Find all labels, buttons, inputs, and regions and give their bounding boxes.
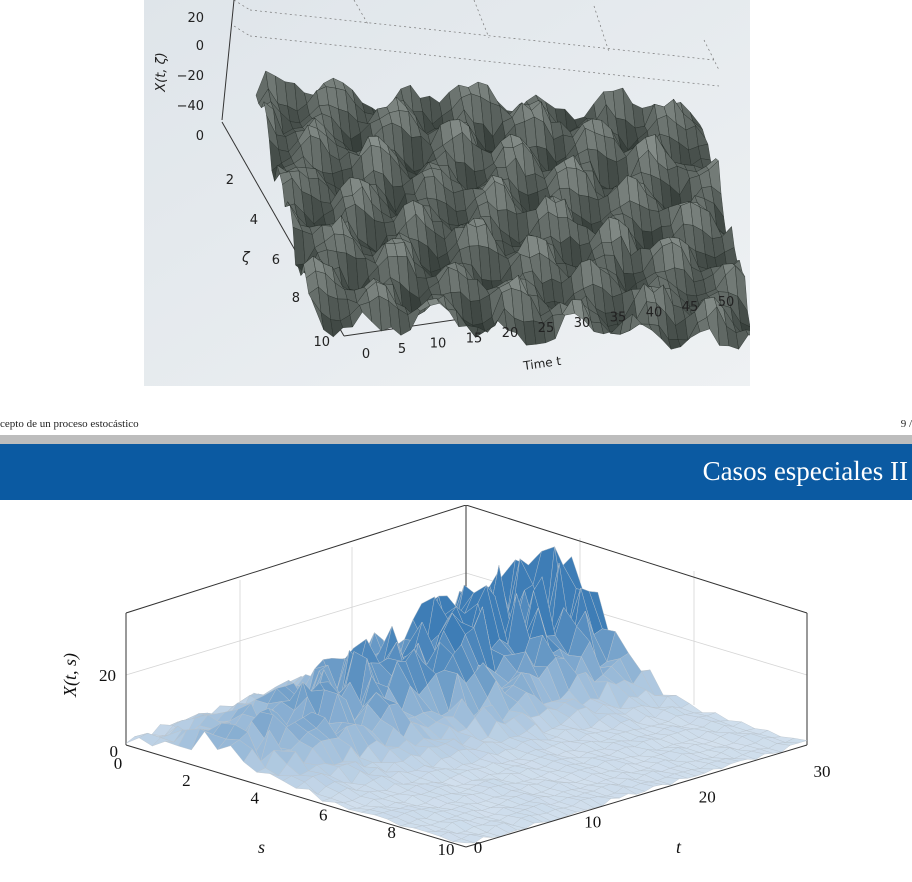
plot-surface	[125, 546, 808, 844]
t-tick: 0	[474, 838, 483, 857]
s-ticks: 0 2 4 6 8 10	[114, 754, 455, 859]
z-tick: 20	[99, 666, 116, 685]
slide-title-bar: Casos especiales II	[0, 444, 912, 500]
photo-zeta-tick: 10	[313, 335, 330, 350]
photo-time-tick: 25	[538, 321, 555, 336]
photo-zeta-axis-label: ζ	[241, 250, 251, 266]
photo-zeta-tick: 0	[196, 129, 204, 144]
photo-zeta-tick: 8	[292, 291, 300, 306]
s-tick: 8	[387, 823, 396, 842]
photo-z-axis-label: X(t, ζ)	[154, 52, 169, 92]
s-tick: 10	[438, 840, 455, 859]
z-tick: 0	[110, 742, 119, 761]
slide-separator	[0, 435, 912, 444]
surface-plot-svg: 20 0 X(t, s) 0 2 4 6 8 10 s 0 10 20 30 t	[60, 505, 831, 859]
photo-zeta-tick: 6	[272, 253, 280, 268]
photo-time-tick: 0	[362, 347, 370, 362]
photo-surface-plot: 20 0 −20 −40 X(t, ζ) 0 2 4 6 8 10 ζ 0 5 10…	[144, 0, 750, 386]
photo-z-tick: 20	[187, 11, 204, 26]
photo-back-grid	[233, 0, 720, 87]
surface-plot: 20 0 X(t, s) 0 2 4 6 8 10 s 0 10 20 30 t	[0, 505, 912, 882]
photo-z-tick: −20	[177, 69, 204, 84]
photo-time-tick: 30	[574, 316, 591, 331]
photo-time-tick: 5	[398, 342, 406, 357]
s-tick: 6	[319, 806, 328, 825]
footer-page-number: 9 /	[900, 418, 912, 430]
t-ticks: 0 10 20 30	[474, 762, 831, 857]
photo-time-axis-label: Time t	[521, 354, 562, 373]
t-tick: 20	[699, 787, 716, 806]
photo-time-tick: 45	[682, 300, 699, 315]
plot-axes	[125, 744, 808, 848]
s-tick: 2	[182, 771, 191, 790]
photo-z-tick: −40	[177, 99, 204, 114]
t-axis-label: t	[676, 837, 682, 857]
t-tick: 30	[814, 762, 831, 781]
z-axis-label: X(t, s)	[60, 653, 81, 698]
s-axis-label: s	[258, 837, 265, 857]
s-tick: 4	[251, 788, 260, 807]
t-tick: 10	[584, 813, 601, 832]
photo-plot-svg: 20 0 −20 −40 X(t, ζ) 0 2 4 6 8 10 ζ 0 5 10…	[144, 0, 750, 386]
slide-title: Casos especiales II	[702, 456, 908, 486]
photo-time-tick: 35	[610, 311, 627, 326]
photo-z-tick: 0	[196, 39, 204, 54]
photo-zeta-tick: 4	[250, 213, 258, 228]
plot-frame	[125, 505, 808, 745]
s-tick: 0	[114, 754, 123, 773]
photo-time-tick: 10	[430, 337, 447, 352]
photo-time-ticks: 0 5 10 15 20 25 30 35 40 45 50	[362, 295, 734, 362]
photo-time-tick: 50	[718, 295, 735, 310]
photo-zeta-tick: 2	[226, 173, 234, 188]
photo-time-tick: 20	[502, 326, 519, 341]
photo-time-tick: 15	[466, 331, 483, 346]
photo-time-tick: 40	[646, 305, 663, 320]
photo-surface	[255, 70, 750, 350]
footer-section-label: cepto de un proceso estocástico	[0, 418, 139, 430]
